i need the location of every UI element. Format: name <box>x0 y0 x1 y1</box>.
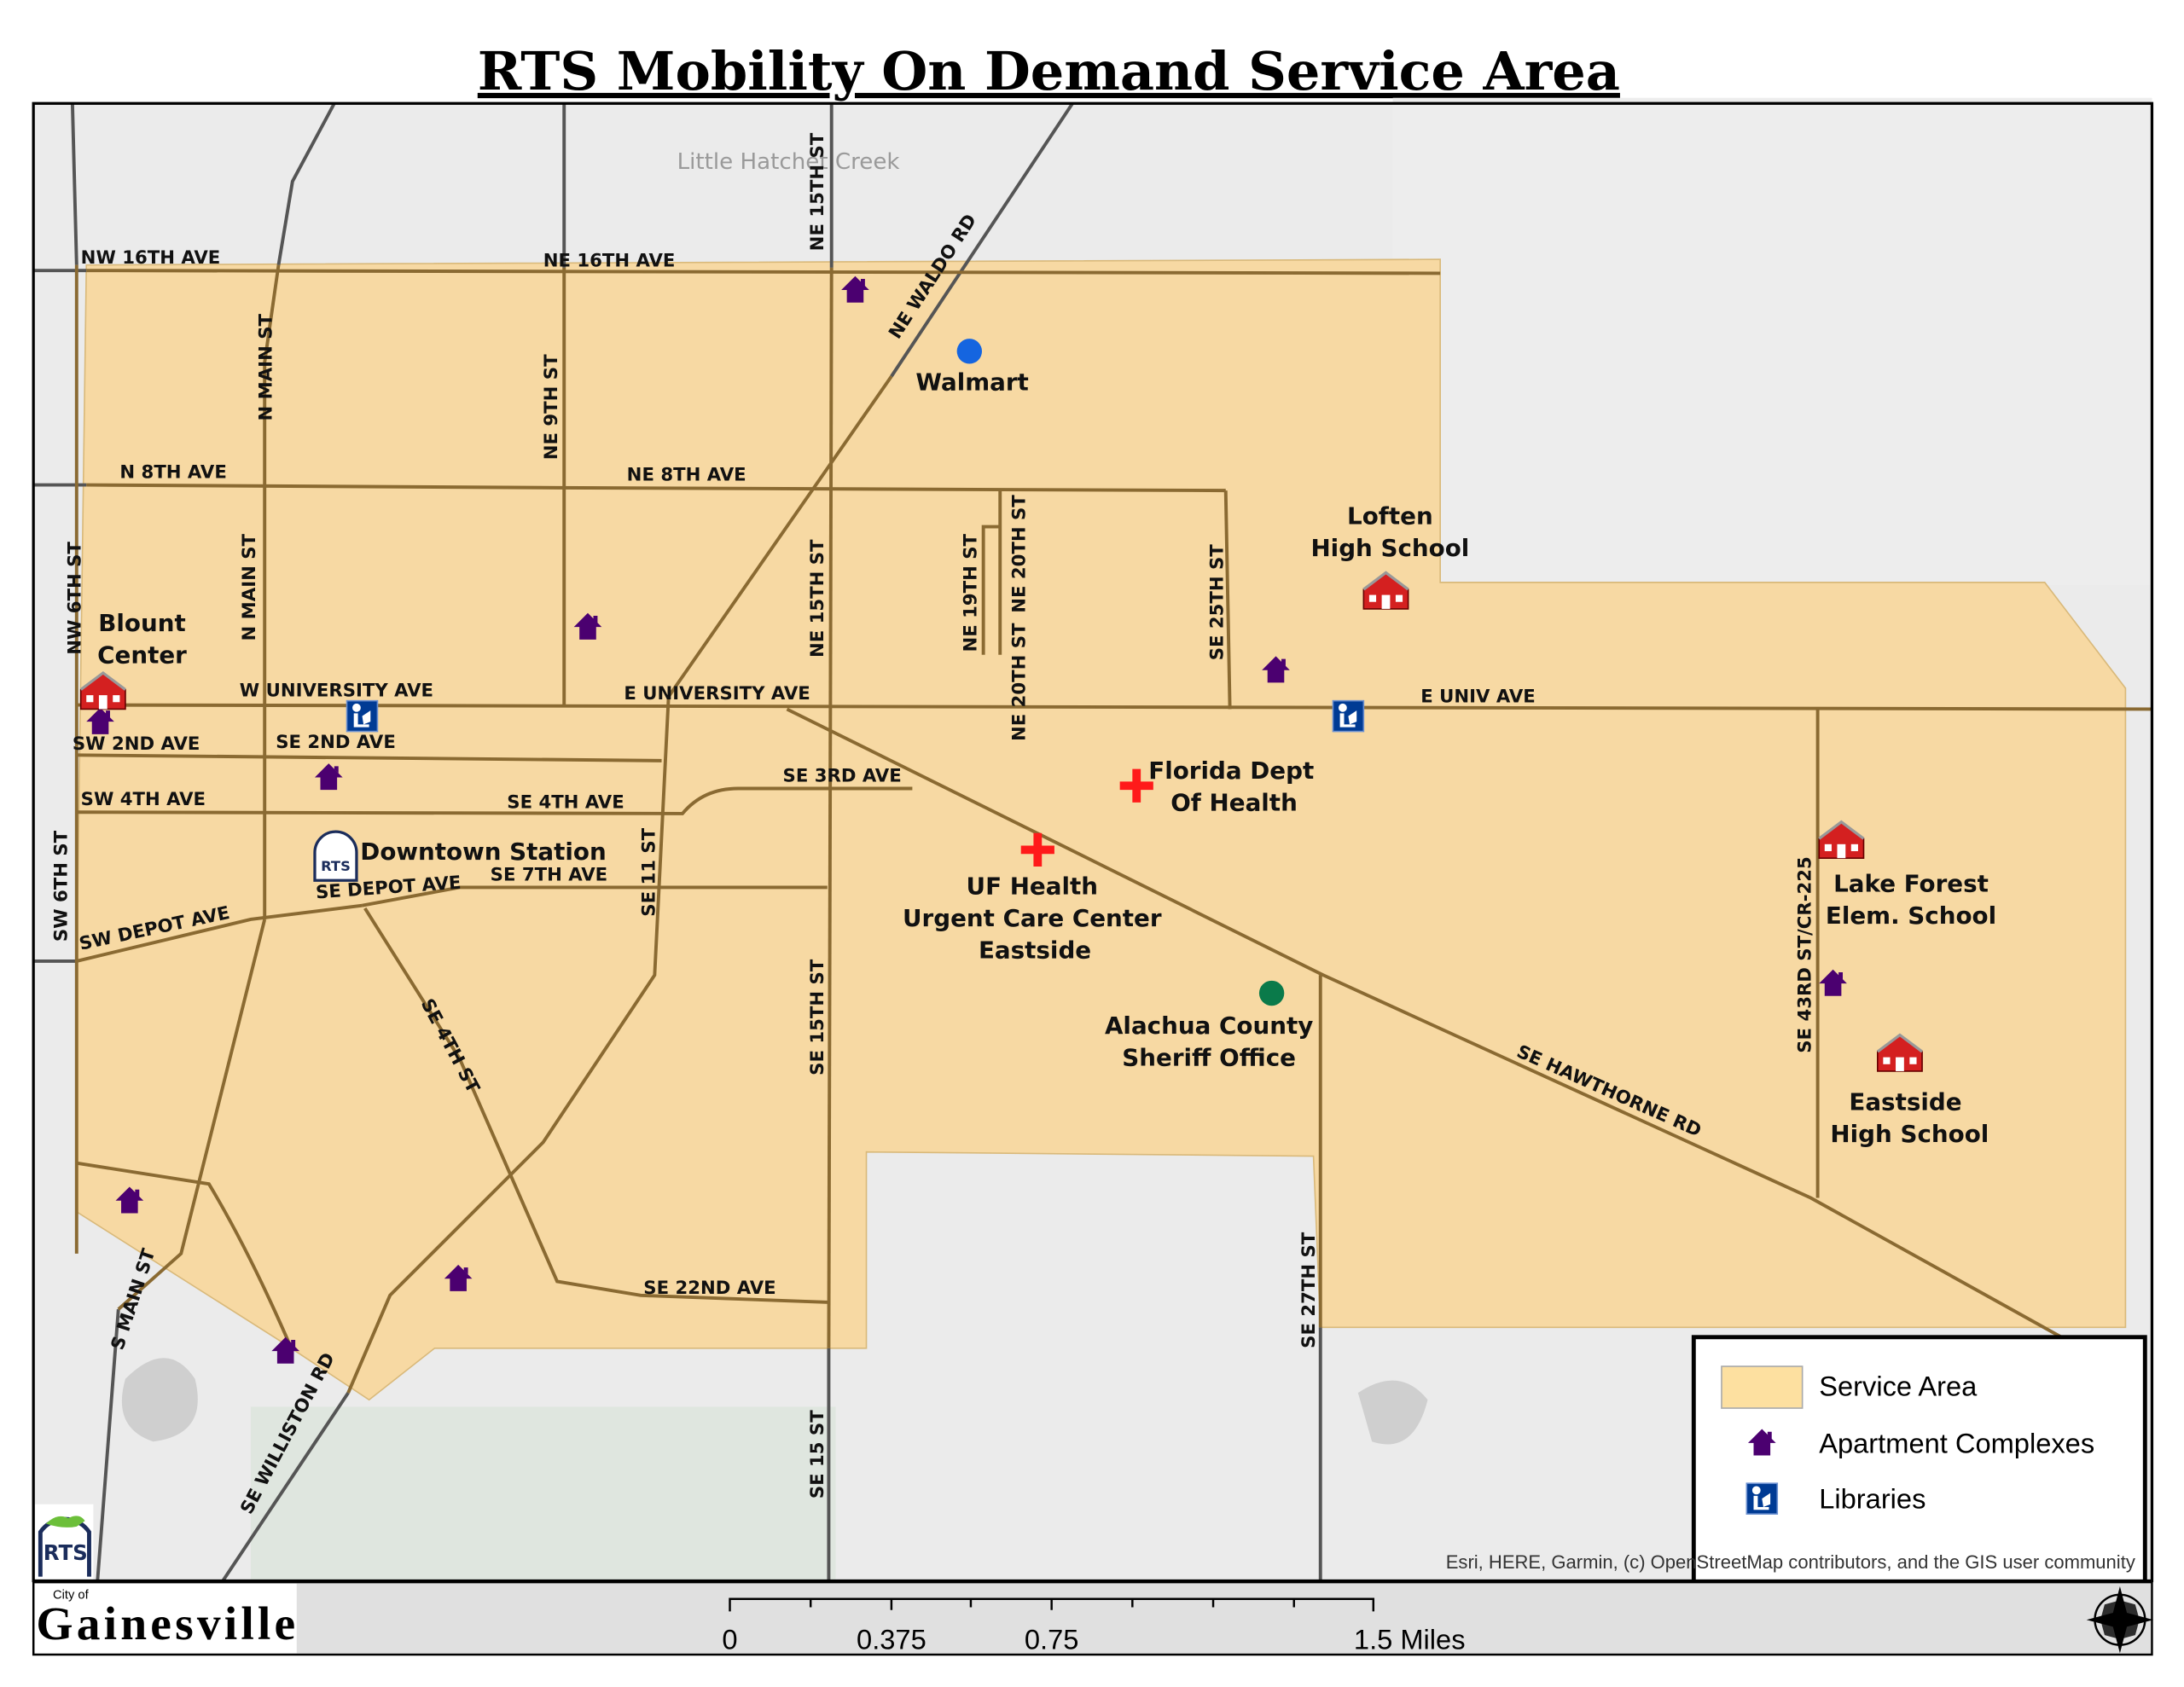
poi-label: Loften <box>1347 501 1433 530</box>
road-label: NE 8TH AVE <box>627 465 746 486</box>
scale-tick: 0.375 <box>857 1623 926 1655</box>
road-label: NE 9TH ST <box>541 354 562 460</box>
rts-station-icon[interactable]: RTS <box>313 830 358 882</box>
road-label: SW 2ND AVE <box>73 733 200 755</box>
road-label: NW 16TH AVE <box>81 247 221 269</box>
legend-label: Apartment Complexes <box>1819 1427 2094 1458</box>
north-arrow-icon <box>2086 1586 2154 1654</box>
walmart-marker[interactable] <box>956 339 983 364</box>
road-label: N MAIN ST <box>255 313 276 420</box>
poi-label: High School <box>1830 1120 1989 1148</box>
scale-tick: 0 <box>722 1623 737 1655</box>
library-icon <box>1745 1482 1779 1515</box>
road-label: SE 7TH AVE <box>491 864 607 885</box>
poi-label: Alachua County <box>1105 1012 1313 1040</box>
road-label: SW 4TH AVE <box>81 789 206 810</box>
road-label: N MAIN ST <box>239 533 260 641</box>
scale-tick: 1.5 Miles <box>1354 1623 1466 1655</box>
bottom-bar: City of Gainesville 0 0.375 0.75 1.5 Mil… <box>32 1580 2154 1656</box>
service-area-polygon <box>75 258 2127 1401</box>
road-label: SE 43RD ST/CR-225 <box>1794 856 1815 1053</box>
sheriff-marker[interactable] <box>1258 980 1285 1006</box>
road-label: SW 6TH ST <box>50 830 72 942</box>
road-label: NE 20TH ST <box>1009 623 1031 741</box>
road-label: NE 20TH ST <box>1009 495 1031 613</box>
city-of-text: City of <box>53 1589 90 1603</box>
library-icon[interactable] <box>1332 699 1365 733</box>
poi-label: Downtown Station <box>360 838 606 866</box>
poi-label: Center <box>97 641 187 670</box>
poi-label: Florida Dept <box>1148 757 1314 785</box>
gainesville-logo: Gainesville <box>36 1598 295 1650</box>
svg-text:RTS: RTS <box>321 858 351 874</box>
road-label: E UNIVERSITY AVE <box>624 683 810 704</box>
road-label: NE 15TH ST <box>807 132 828 251</box>
poi-label: Walmart <box>915 368 1028 397</box>
scale-bar: 0 0.375 0.75 1.5 Miles <box>722 1597 1466 1655</box>
road-label: W UNIVERSITY AVE <box>240 681 433 702</box>
legend: Service Area Apartment Complexes Librari… <box>1691 1335 2147 1587</box>
legend-label: Service Area <box>1819 1370 1978 1401</box>
road-label: NW 6TH ST <box>65 542 86 655</box>
scale-tick: 0.75 <box>1025 1623 1079 1655</box>
poi-label: Blount <box>98 609 186 637</box>
poi-labels: Walmart Loften High School Blount Center… <box>97 368 1996 1149</box>
map-area[interactable]: Little Hatchet Creek <box>32 97 2154 1587</box>
library-icon[interactable] <box>346 699 379 733</box>
roads <box>74 264 2152 1394</box>
road-label: SE 4TH AVE <box>507 791 624 813</box>
poi-label: UF Health <box>967 872 1098 901</box>
road-label: SE 15TH ST <box>807 959 828 1075</box>
poi-label: High School <box>1310 534 1469 562</box>
road-label: NE 16TH AVE <box>543 250 676 271</box>
road-label: SE 2ND AVE <box>276 732 396 753</box>
service-area-swatch <box>1721 1365 1804 1409</box>
rts-logo: RTS <box>34 1504 94 1580</box>
road-label: SE 25TH ST <box>1206 544 1228 661</box>
poi-label: Eastside <box>979 936 1091 965</box>
map-title: RTS Mobility On Demand Service Area <box>478 40 1620 102</box>
poi-label: Eastside <box>1849 1088 1961 1116</box>
poi-label: Sheriff Office <box>1122 1043 1296 1071</box>
road-label: SE 27TH ST <box>1298 1232 1320 1348</box>
attribution: Esri, HERE, Garmin, (c) OpenStreetMap co… <box>1446 1551 2135 1573</box>
road-label: SE 11 ST <box>638 827 659 916</box>
road-label: E UNIV AVE <box>1420 686 1535 707</box>
road-label: SE 3RD AVE <box>783 765 902 786</box>
poi-label: Lake Forest <box>1833 869 1989 897</box>
water-label: Little Hatchet Creek <box>677 149 901 175</box>
svg-text:RTS: RTS <box>44 1540 88 1565</box>
road-label: SE 15 ST <box>807 1410 828 1499</box>
poi-label: Elem. School <box>1826 901 1996 930</box>
road-label: SE 22ND AVE <box>643 1278 775 1299</box>
poi-label: Urgent Care Center <box>903 904 1162 932</box>
road-label: NE 15TH ST <box>807 539 828 658</box>
road-label: NE 19TH ST <box>960 533 981 652</box>
poi-label: Of Health <box>1170 789 1298 817</box>
legend-label: Libraries <box>1819 1483 1926 1515</box>
road-label: N 8TH AVE <box>119 461 226 483</box>
